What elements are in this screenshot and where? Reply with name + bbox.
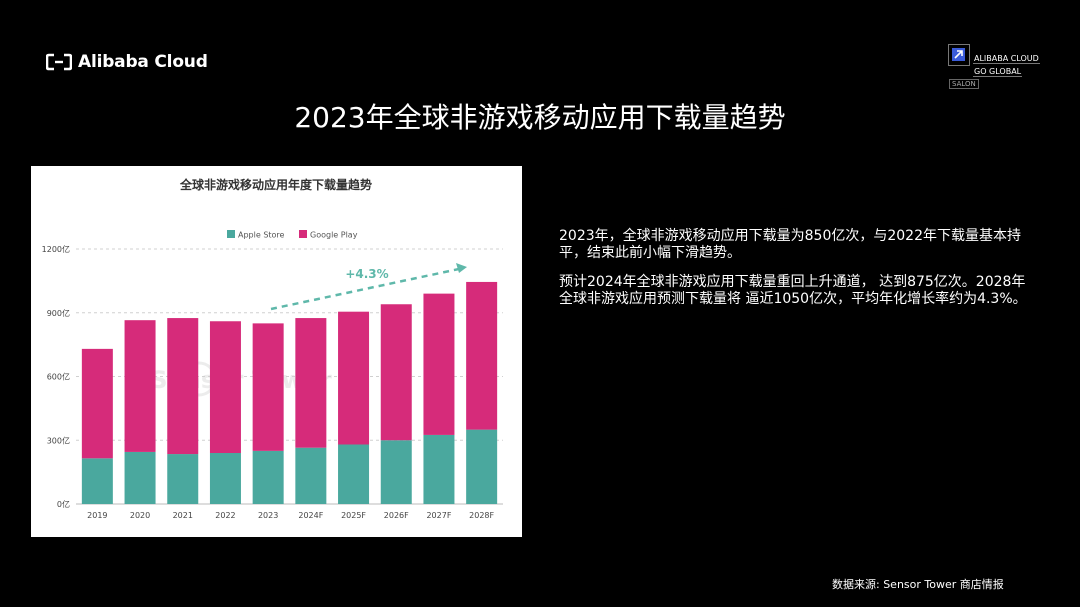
bar-apple-store xyxy=(423,434,455,504)
legend-swatch-0 xyxy=(227,230,235,238)
bar-apple-store xyxy=(380,440,412,504)
x-tick-label: 2023 xyxy=(258,511,278,520)
badge-arrow-icon xyxy=(952,48,965,61)
alibaba-cloud-logo-mark xyxy=(46,53,72,71)
bar-apple-store xyxy=(167,454,199,504)
legend-swatch-1 xyxy=(299,230,307,238)
y-tick-label: 0亿 xyxy=(57,499,70,509)
bar-apple-store xyxy=(209,453,241,504)
badge-line-3: SALON xyxy=(949,79,979,89)
trend-annotation: +4.3% xyxy=(345,267,388,281)
bar-apple-store xyxy=(466,429,498,504)
source-note: 数据来源: Sensor Tower 商店情报 xyxy=(832,578,1004,591)
alibaba-cloud-logo: Alibaba Cloud xyxy=(46,52,208,72)
x-tick-label: 2019 xyxy=(87,511,107,520)
x-tick-label: 2020 xyxy=(130,511,150,520)
bar-apple-store xyxy=(295,447,327,504)
bar-google-play xyxy=(252,323,284,451)
bar-apple-store xyxy=(124,451,156,504)
bar-google-play xyxy=(209,321,241,453)
y-tick-label: 600亿 xyxy=(47,372,70,382)
bar-google-play xyxy=(167,318,199,455)
x-tick-label: 2026F xyxy=(384,511,409,520)
legend-label-0: Apple Store xyxy=(238,231,285,240)
logo-text: Alibaba Cloud xyxy=(78,52,208,72)
chart-title: 全球非游戏移动应用年度下载量趋势 xyxy=(179,177,372,192)
legend-label-1: Google Play xyxy=(310,231,358,240)
y-tick-label: 900亿 xyxy=(47,308,70,318)
x-tick-label: 2021 xyxy=(173,511,193,520)
paragraph-2: 预计2024年全球非游戏应用下载量重回上升通道， 达到875亿次。2028年全球… xyxy=(559,274,1027,307)
bar-google-play xyxy=(423,293,455,435)
bar-apple-store xyxy=(252,450,284,504)
badge-line-2: GO GLOBAL xyxy=(973,67,1023,77)
chart-card: Sensor Tower 全球非游戏移动应用年度下载量趋势 Apple Store G… xyxy=(31,166,522,537)
page-title: 2023年全球非游戏移动应用下载量趋势 xyxy=(294,101,786,134)
x-tick-label: 2025F xyxy=(341,511,366,520)
y-tick-label: 300亿 xyxy=(47,435,70,445)
y-tick-label: 1200亿 xyxy=(42,244,70,254)
bar-google-play xyxy=(380,304,412,441)
x-tick-label: 2024F xyxy=(298,511,323,520)
bar-google-play xyxy=(124,320,156,452)
x-tick-label: 2022 xyxy=(215,511,235,520)
bar-google-play xyxy=(295,318,327,448)
description: 2023年，全球非游戏移动应用下载量为850亿次，与2022年下载量基本持平，结… xyxy=(559,228,1029,320)
x-tick-label: 2028F xyxy=(469,511,494,520)
paragraph-1: 2023年，全球非游戏移动应用下载量为850亿次，与2022年下载量基本持平，结… xyxy=(559,228,1021,261)
badge-square xyxy=(948,44,970,66)
x-tick-label: 2027F xyxy=(426,511,451,520)
bar-google-play xyxy=(466,281,498,430)
bar-google-play xyxy=(81,348,113,459)
trend-arrow-head xyxy=(456,263,467,273)
badge-line-1: ALIBABA CLOUD xyxy=(973,54,1040,64)
bar-apple-store xyxy=(81,458,113,504)
bar-apple-store xyxy=(338,444,370,504)
bar-google-play xyxy=(338,311,370,445)
